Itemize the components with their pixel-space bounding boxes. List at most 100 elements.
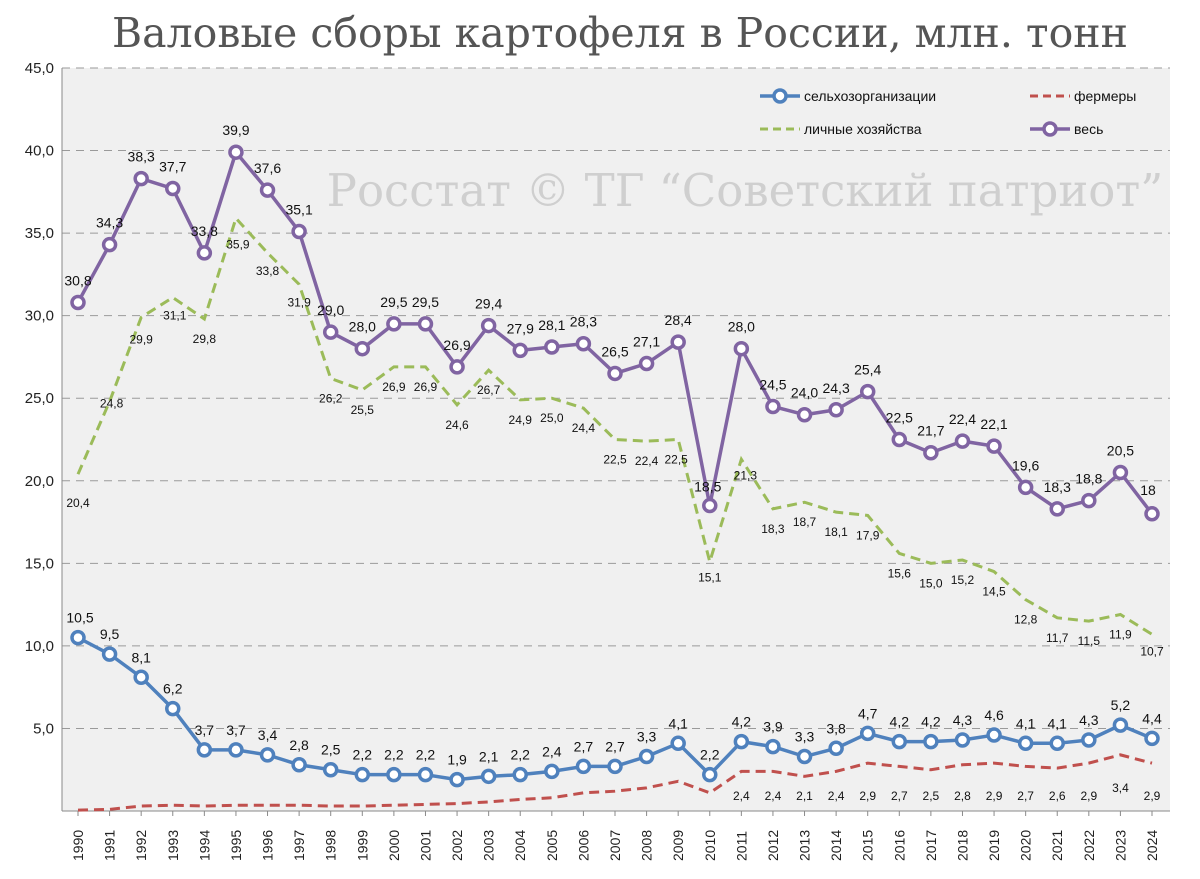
data-label-org: 4,2 [732, 714, 752, 730]
data-point-org [828, 740, 844, 757]
x-tick-label: 2003 [481, 830, 497, 861]
data-label-org: 4,2 [890, 714, 910, 730]
x-tick-label: 2014 [828, 830, 844, 861]
data-label-total: 18,3 [1044, 479, 1071, 495]
data-point-total [1049, 501, 1065, 517]
data-point-total [1144, 506, 1160, 522]
data-label-total: 20,5 [1107, 443, 1134, 459]
data-point-total [733, 340, 750, 357]
data-label-total: 22,4 [949, 411, 976, 427]
y-axis-ticks: 5,0 10,0 15,0 20,0 25,0 30,0 35,0 40,0 45,0 [25, 60, 54, 737]
data-point-total [512, 342, 528, 359]
data-label-personal: 26,9 [382, 380, 406, 394]
data-label-org: 6,2 [163, 681, 183, 697]
data-point-total [670, 334, 686, 350]
data-label-personal: 15,1 [698, 571, 722, 585]
data-label-org: 8,1 [131, 649, 151, 665]
data-label-total: 33,8 [191, 223, 218, 239]
data-point-org [765, 738, 781, 755]
x-tick-label: 1994 [196, 830, 212, 861]
data-label-total: 24,3 [822, 380, 849, 396]
x-tick-label: 2022 [1081, 830, 1097, 861]
data-label-org: 4,1 [1048, 715, 1068, 731]
data-label-farm: 2,4 [828, 789, 845, 803]
x-tick-label: 2005 [544, 830, 560, 861]
x-tick-label: 1995 [228, 830, 244, 861]
data-point-org [291, 757, 307, 773]
x-tick-label: 2019 [986, 830, 1002, 861]
data-point-org [923, 733, 939, 750]
data-label-total: 28,1 [538, 317, 565, 333]
data-labels: 10,5 9,5 8,1 6,2 3,7 3,7 3,4 2,8 2,5 2,2 2,2 2,2 1,9… [64, 122, 1164, 803]
data-label-personal: 18,7 [793, 515, 817, 529]
data-label-total: 34,3 [96, 215, 123, 231]
series-line-personal [76, 215, 1153, 636]
x-tick-label: 1991 [102, 830, 118, 861]
data-label-personal: 25,5 [351, 403, 375, 417]
data-label-personal: 33,8 [256, 264, 280, 278]
data-label-farm: 2,4 [733, 789, 750, 803]
data-point-org [480, 768, 497, 785]
data-point-org [607, 758, 623, 775]
data-label-org: 4,3 [953, 712, 973, 728]
x-tick-label: 2012 [765, 830, 781, 861]
data-label-personal: 10,7 [1140, 644, 1164, 658]
data-point-total [417, 316, 434, 332]
data-point-org [796, 748, 813, 765]
data-point-org [702, 766, 718, 783]
x-tick-label: 2017 [923, 830, 939, 861]
legend: сельхозорганизации фермеры личные хозяйств… [760, 88, 1136, 137]
legend-marker-total [1042, 121, 1058, 137]
data-point-total [859, 383, 876, 400]
x-tick-label: 2020 [1018, 830, 1034, 861]
data-label-total: 38,3 [128, 149, 155, 165]
data-label-total: 22,5 [886, 410, 913, 426]
data-point-org [733, 733, 750, 750]
data-point-total [259, 182, 276, 198]
x-tick-label: 2000 [386, 830, 402, 861]
data-label-total: 21,7 [917, 423, 944, 439]
data-point-org [417, 766, 434, 783]
y-tick-label: 20,0 [25, 473, 54, 490]
data-label-org: 4,3 [1079, 712, 1099, 728]
data-point-total [765, 398, 781, 415]
data-point-total [575, 335, 592, 352]
data-point-org [386, 766, 402, 783]
x-tick-label: 2001 [417, 830, 433, 861]
series-layer [70, 144, 1160, 812]
data-label-org: 10,5 [66, 610, 93, 626]
data-label-org: 3,3 [795, 729, 815, 745]
data-label-personal: 22,5 [664, 453, 688, 467]
y-tick-label: 15,0 [25, 555, 54, 572]
data-point-org [1017, 735, 1034, 752]
data-label-org: 3,9 [763, 719, 783, 735]
data-label-total: 35,1 [285, 201, 312, 217]
data-label-total: 18,8 [1075, 471, 1102, 487]
data-label-personal: 35,9 [226, 237, 250, 251]
data-point-org [638, 748, 655, 765]
data-point-total [165, 180, 181, 197]
legend-label-farm: фермеры [1074, 88, 1136, 104]
data-point-total [449, 359, 465, 375]
data-label-org: 9,5 [100, 626, 120, 642]
data-label-org: 2,2 [511, 747, 531, 763]
x-tick-label: 2011 [733, 831, 749, 861]
data-label-personal: 24,6 [445, 418, 469, 432]
data-label-personal: 25,0 [540, 411, 564, 425]
x-tick-label: 2002 [449, 830, 465, 861]
data-label-org: 2,7 [605, 738, 625, 754]
data-point-total [923, 444, 939, 461]
x-tick-label: 1997 [291, 830, 307, 861]
data-point-total [196, 245, 213, 261]
data-point-total [386, 316, 402, 332]
data-label-total: 28,0 [728, 319, 755, 335]
data-label-total: 29,4 [475, 296, 502, 312]
watermark: Росстат © ТГ “Советский патриот” [327, 164, 1164, 217]
x-tick-label: 2007 [607, 830, 623, 861]
y-tick-label: 35,0 [25, 225, 54, 242]
data-point-total [1081, 492, 1097, 509]
data-point-org [859, 725, 876, 742]
data-label-farm: 2,9 [859, 789, 876, 803]
data-point-org [354, 766, 371, 783]
data-point-total [702, 497, 718, 514]
